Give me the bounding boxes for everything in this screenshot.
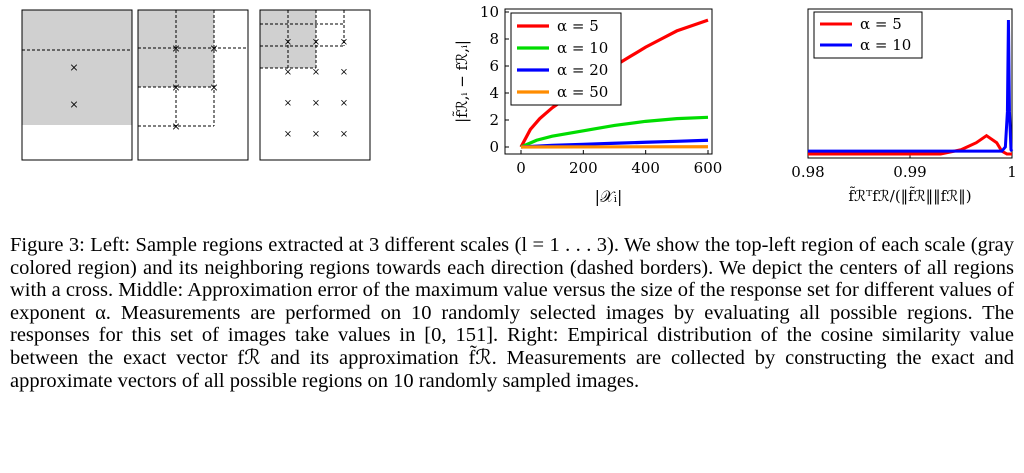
region-center-cross: × xyxy=(171,42,180,55)
region-center-cross: × xyxy=(284,98,292,109)
legend: α = 5 α = 10 xyxy=(813,11,923,59)
y-axis-label: |f̃ℛ,ᵢ − fℛ,ᵢ| xyxy=(453,40,471,123)
y-tick-label: 2 xyxy=(489,111,499,129)
x-tick-label: 1 xyxy=(1007,163,1017,181)
x-tick-label: 0 xyxy=(516,159,526,177)
region-center-cross: × xyxy=(171,120,180,133)
x-tick-label: 600 xyxy=(694,159,723,177)
legend-label: α = 10 xyxy=(557,39,608,57)
scale-box-3: × × × × × × × × × × × × xyxy=(259,9,371,161)
approx-error-chart: 0 200 400 600 0 2 4 6 8 10 |𝒳ᵢ| |f̃ℛ,ᵢ − fℛ,ᵢ| α = 5… xyxy=(453,3,723,206)
region-center-cross: × xyxy=(340,37,348,48)
legend-label: α = 50 xyxy=(557,83,608,101)
series-line-2 xyxy=(520,115,709,149)
region-center-cross: × xyxy=(284,67,292,78)
legend-label: α = 20 xyxy=(557,61,608,79)
x-tick-label: 0.98 xyxy=(791,163,824,181)
caption-line: borders). We depict the centers of all r… xyxy=(10,256,1014,302)
cosine-similarity-chart: 0.98 0.99 1 f̃ℛᵀfℛ/(‖f̃ℛ‖‖fℛ‖) α = 5 α = 10 xyxy=(791,8,1017,205)
y-tick-label: 8 xyxy=(489,30,499,48)
region-center-cross: × xyxy=(340,129,348,140)
figure-caption: Figure 3: Left: Sample regions extracted… xyxy=(10,234,1014,392)
series-line-2 xyxy=(808,20,1014,153)
scale-box-1: × × xyxy=(21,9,133,161)
region-center-cross: × xyxy=(284,37,292,48)
x-axis-label: f̃ℛᵀfℛ/(‖f̃ℛ‖‖fℛ‖) xyxy=(848,187,971,205)
caption-line: this set of images take values in [0, 15… xyxy=(131,324,1014,347)
legend-box xyxy=(510,12,622,106)
region-center-cross: × xyxy=(340,98,348,109)
region-center-cross: × xyxy=(340,67,348,78)
legend-label: α = 5 xyxy=(860,15,902,33)
region-center-cross: × xyxy=(312,67,320,78)
legend-label: α = 10 xyxy=(860,36,911,54)
y-tick-label: 10 xyxy=(480,3,499,21)
x-tick-label: 400 xyxy=(631,159,660,177)
region-center-cross: × xyxy=(284,129,292,140)
y-tick-label: 0 xyxy=(489,138,499,156)
legend: α = 5 α = 10 α = 20 α = 50 xyxy=(510,12,622,106)
caption-line: Figure 3: Left: Sample regions extracted… xyxy=(10,234,796,256)
region-center-cross: × xyxy=(312,98,320,109)
caption-line: maximum value versus the size of the res… xyxy=(10,279,1015,324)
x-tick-label: 0.99 xyxy=(893,163,926,181)
caption-line: between the exact vector fℛ and its appr… xyxy=(10,346,887,369)
caption-line: the exact and approximate vectors of all… xyxy=(10,346,1014,392)
region-center-cross: × xyxy=(312,129,320,140)
caption-line: are performed on 10 randomly selected im… xyxy=(10,301,1015,347)
caption-line: region of each scale (gray colored regio… xyxy=(10,234,1015,279)
region-center-cross: × xyxy=(209,81,218,94)
figure: × × × × × × × × × xyxy=(21,3,1017,206)
legend-box xyxy=(813,11,923,59)
region-center-cross: × xyxy=(69,98,78,111)
x-tick-label: 200 xyxy=(569,159,598,177)
x-axis-label: |𝒳ᵢ| xyxy=(595,187,623,206)
region-center-cross: × xyxy=(69,61,78,74)
scale-box-2: × × × × × xyxy=(137,9,249,161)
region-center-cross: × xyxy=(312,37,320,48)
y-tick-label: 6 xyxy=(489,57,499,75)
legend-label: α = 5 xyxy=(557,17,599,35)
scale-panels: × × × × × × × × × xyxy=(21,9,371,161)
y-tick-label: 4 xyxy=(489,84,499,102)
plot-frame xyxy=(504,8,713,155)
region-center-cross: × xyxy=(209,42,218,55)
region-center-cross: × xyxy=(171,81,180,94)
